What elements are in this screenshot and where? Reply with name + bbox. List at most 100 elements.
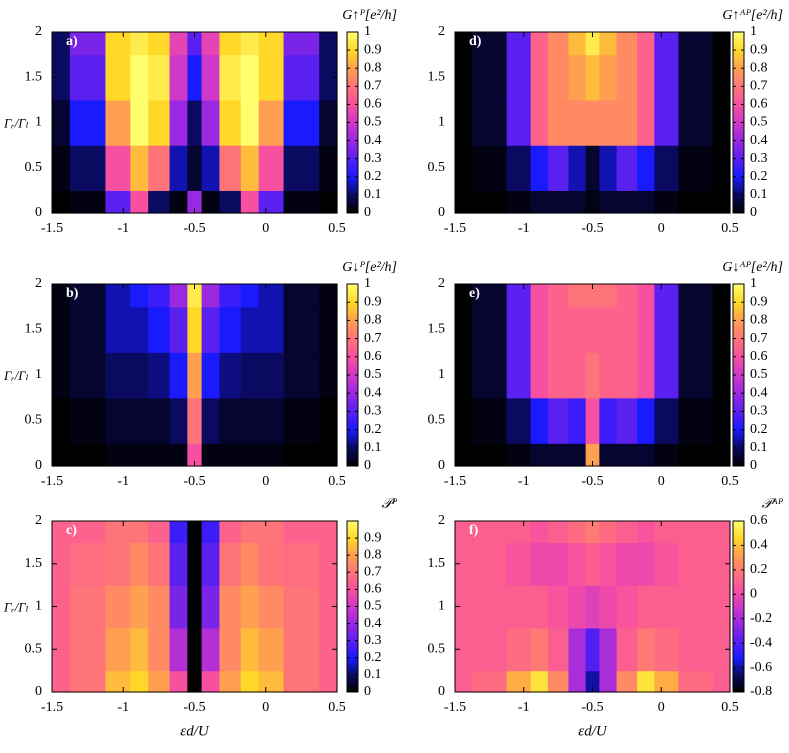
heat-cell [319, 54, 338, 101]
heat-cell [105, 306, 131, 353]
heat-cell [258, 585, 285, 629]
heat-cell [530, 585, 549, 629]
heat-cell [240, 542, 260, 586]
heat-cell [187, 145, 203, 191]
heat-cell [530, 627, 549, 672]
heat-cell [148, 190, 171, 214]
heat-cell [52, 521, 71, 543]
heat-cell [319, 521, 338, 543]
heat-cell [599, 145, 618, 191]
heat-cell [283, 352, 320, 399]
heat-cell [678, 54, 714, 101]
colorbar-tick-label: 0.5 [364, 599, 382, 614]
heat-cell [599, 99, 618, 146]
heat-cell [599, 627, 618, 672]
heat-cell [52, 54, 71, 101]
heat-cell [52, 99, 71, 146]
heat-cell [148, 443, 171, 467]
heat-cell [506, 352, 532, 399]
heat-cell [616, 306, 638, 353]
heat-cell [201, 99, 221, 146]
x-tick-label: 0 [658, 700, 665, 715]
heat-cell [547, 521, 570, 543]
heat-cell [201, 397, 221, 444]
heat-cell [472, 585, 508, 629]
heat-cell [105, 352, 131, 399]
x-tick-label: -1.5 [444, 700, 466, 715]
heat-cell [472, 306, 508, 353]
heat-cell [219, 54, 242, 101]
colorbar-title: G↓ᴬᴾ[e²/h] [722, 260, 783, 275]
y-tick-label: 1.5 [25, 69, 43, 84]
heat-cell [712, 352, 731, 399]
heat-cell [52, 352, 71, 399]
heat-cell [187, 352, 203, 399]
heat-cell [148, 352, 171, 399]
heat-cell [69, 627, 107, 672]
x-tick-label: -1.5 [41, 700, 63, 715]
heat-cell [52, 397, 71, 444]
heat-cell [637, 145, 655, 191]
x-tick-label: -1.5 [444, 221, 466, 236]
heat-cell [240, 627, 260, 672]
heat-cell [187, 521, 203, 543]
heat-cell [258, 443, 285, 467]
heat-cell [506, 585, 532, 629]
heat-cell [712, 284, 731, 308]
heat-cell [319, 542, 338, 586]
heat-cell [187, 585, 203, 629]
heat-cell [240, 284, 260, 308]
y-tick-label: 2 [35, 276, 42, 291]
heat-cell [599, 306, 618, 353]
x-tick-label: -1 [117, 221, 129, 236]
heat-cell [530, 397, 549, 444]
colorbar-title: G↓ᴾ[e²/h] [342, 260, 397, 275]
x-tick-label: 0 [658, 474, 665, 489]
heat-cell [506, 99, 532, 146]
heat-cell [130, 443, 149, 467]
heat-cell [283, 585, 320, 629]
heat-cell [240, 585, 260, 629]
heat-cell [130, 397, 149, 444]
x-tick-label: 0 [262, 221, 269, 236]
heat-cell [530, 542, 549, 586]
heat-cell [52, 585, 71, 629]
heat-cell [712, 32, 731, 56]
heat-cell [69, 585, 107, 629]
heat-cell [219, 521, 242, 543]
y-tick-label: 0.5 [25, 160, 43, 175]
x-tick-label: -1.5 [41, 221, 63, 236]
heat-cell [568, 397, 587, 444]
heat-cell [678, 99, 714, 146]
heat-cell [654, 32, 680, 56]
heat-cell [455, 352, 473, 399]
colorbar-tick-label: 0 [750, 205, 757, 220]
heat-cell [712, 585, 731, 629]
heat-cell [169, 352, 188, 399]
heat-cell [258, 670, 285, 693]
heat-cell [712, 99, 731, 146]
heat-cell [599, 670, 618, 693]
heat-cell [599, 397, 618, 444]
heat-cell [187, 284, 203, 308]
x-tick-label: 0 [262, 474, 269, 489]
x-tick-label: -0.5 [581, 700, 603, 715]
heat-cell [187, 54, 203, 101]
heat-cell [678, 284, 714, 308]
y-tick-label: 1.5 [25, 322, 43, 337]
panel-label: c) [66, 523, 77, 538]
heat-cell [455, 145, 473, 191]
heat-cell [130, 542, 149, 586]
heat-cell [319, 670, 338, 693]
heat-cell [616, 32, 638, 56]
heat-cell [201, 542, 221, 586]
heat-cell [258, 284, 285, 308]
x-tick-label: -0.5 [581, 474, 603, 489]
panel-label: a) [66, 34, 78, 49]
heat-cell [201, 306, 221, 353]
heat-cell [283, 443, 320, 467]
x-tick-label: -1 [117, 474, 129, 489]
x-tick-label: -0.5 [581, 221, 603, 236]
heat-cell [506, 627, 532, 672]
heat-cell [219, 352, 242, 399]
